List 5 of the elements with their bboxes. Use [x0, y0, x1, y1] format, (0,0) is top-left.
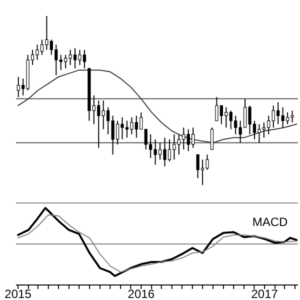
x-tick-label: 2015: [4, 287, 32, 300]
annotation: MACD: [252, 215, 288, 229]
x-tick-label: 2016: [128, 287, 155, 300]
x-tick-label: 2017: [251, 287, 278, 300]
candlestick: [210, 127, 214, 150]
